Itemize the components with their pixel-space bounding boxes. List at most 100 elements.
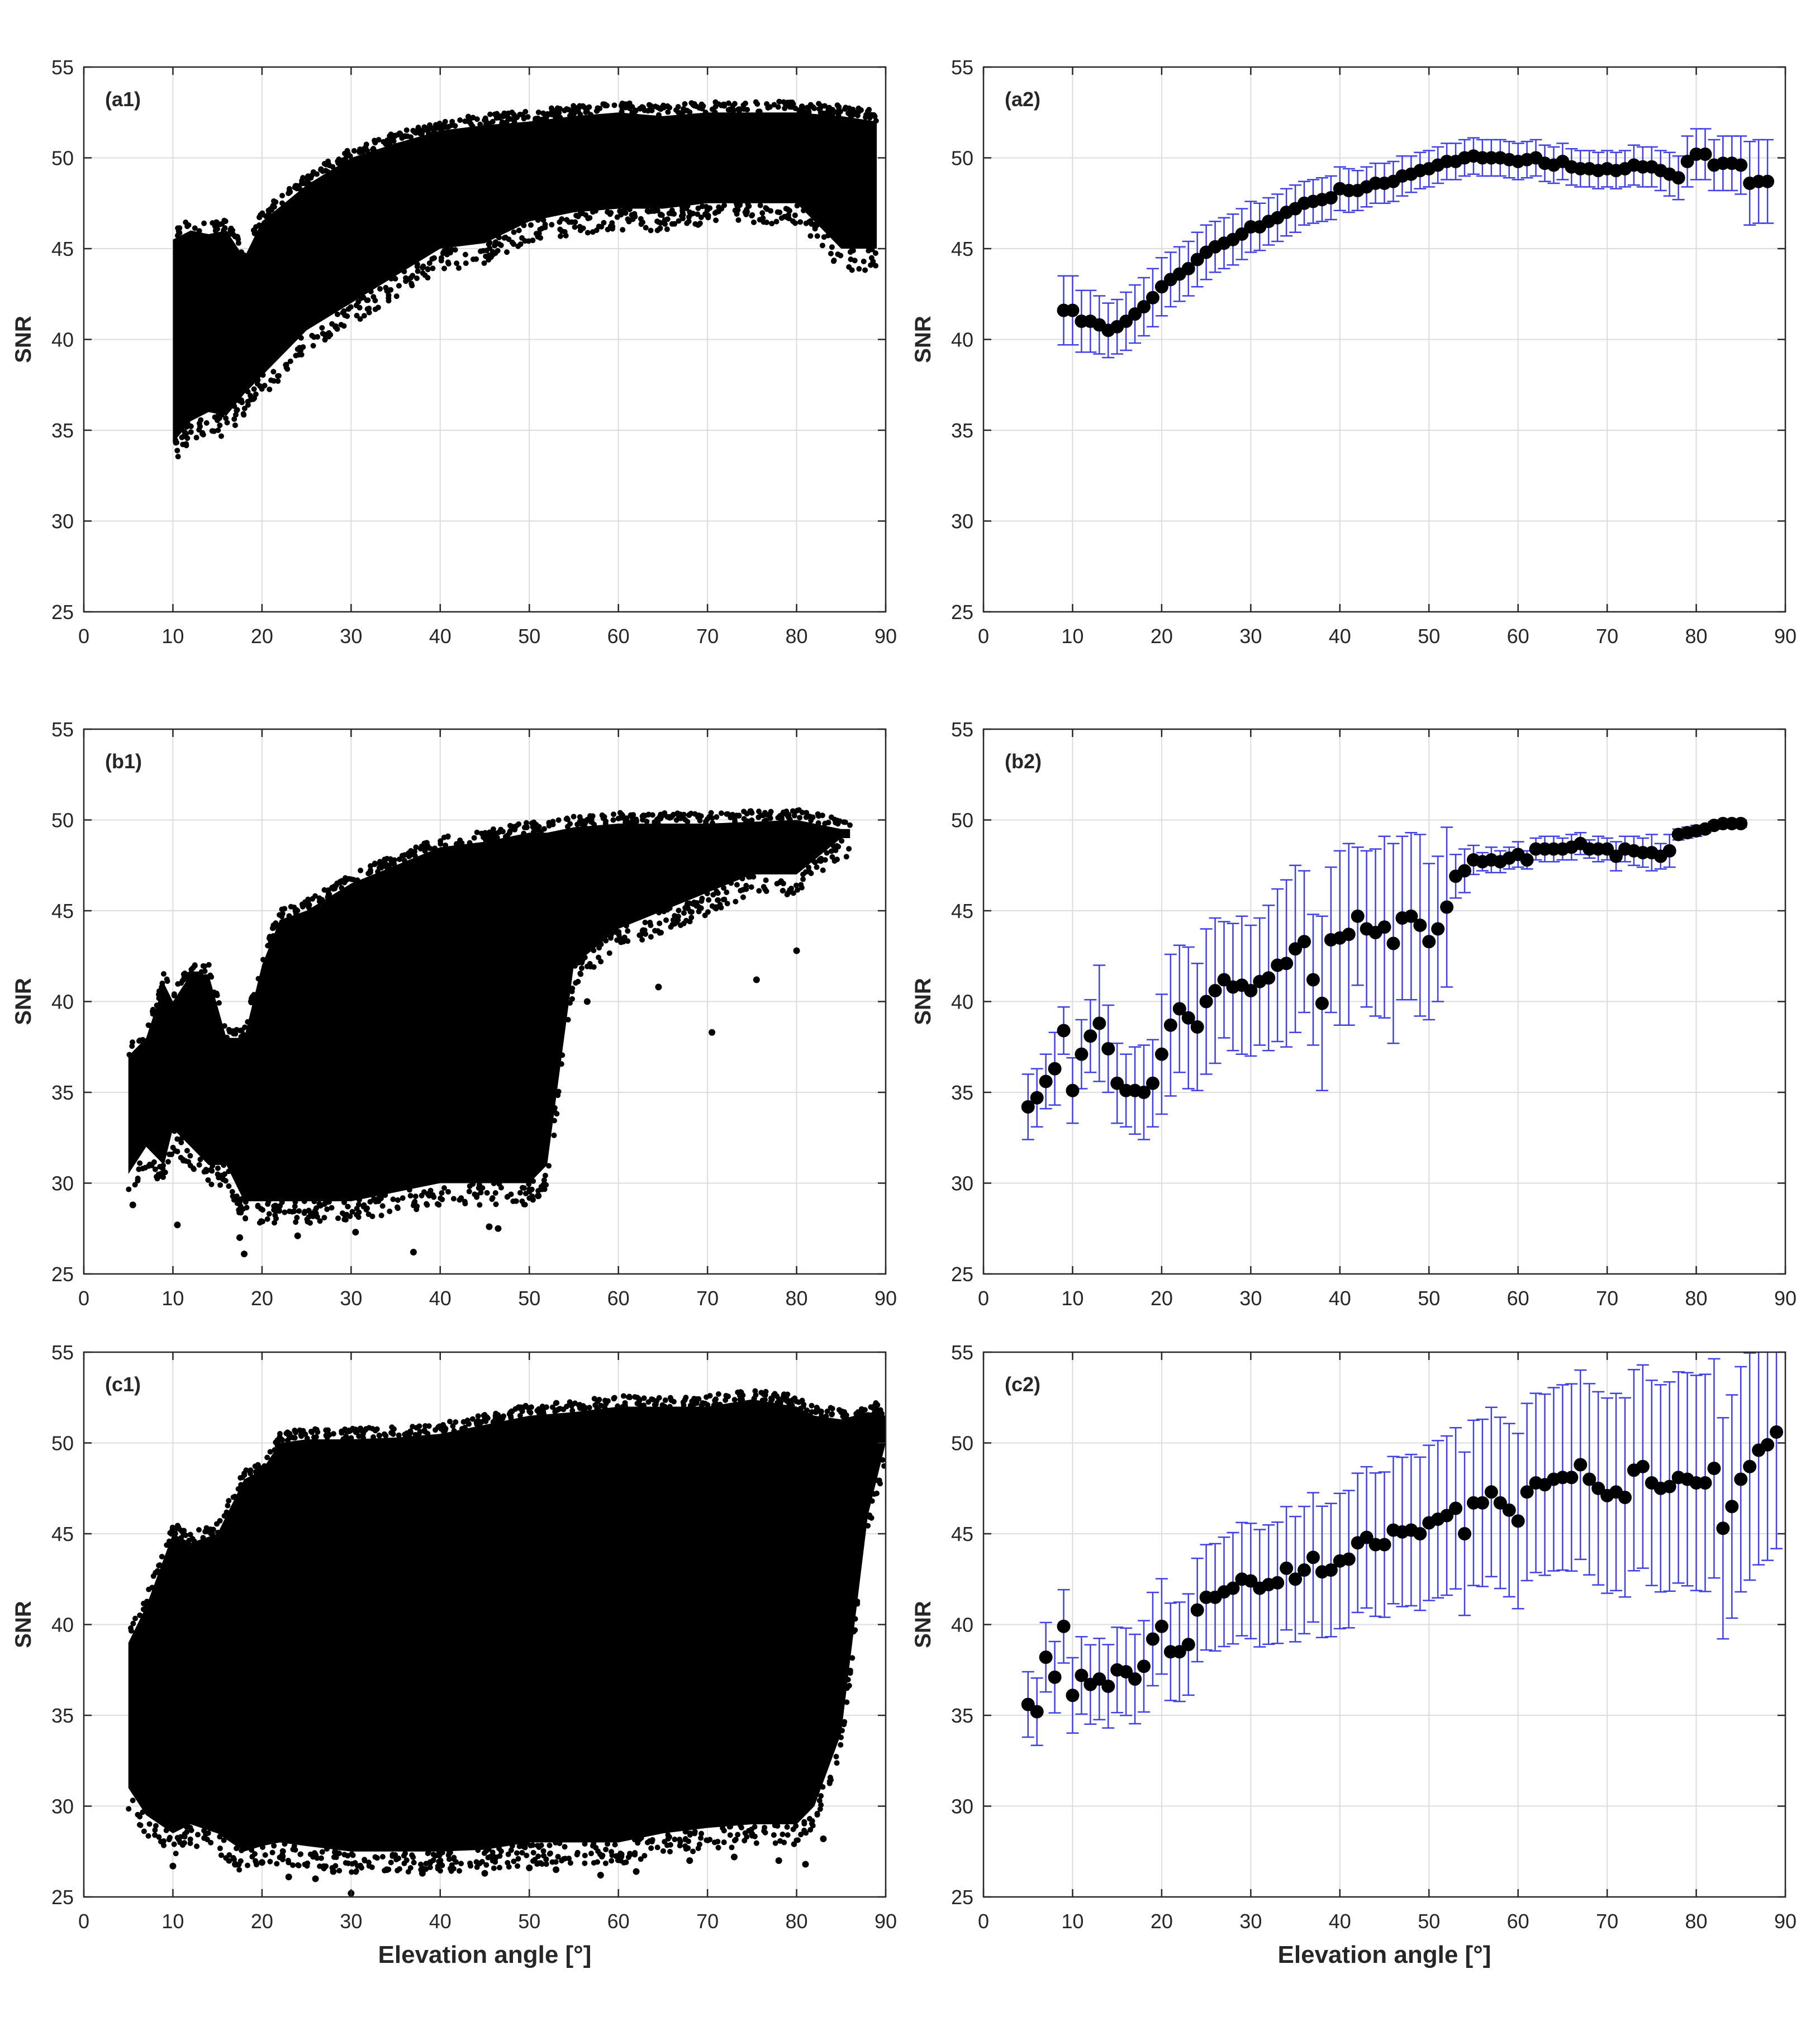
scatter-point <box>285 1857 291 1863</box>
scatter-point <box>585 230 591 236</box>
scatter-point <box>713 217 719 223</box>
mean-point <box>1128 1672 1142 1686</box>
scatter-point <box>682 905 688 911</box>
scatter-point <box>745 203 752 209</box>
x-tick-label: 90 <box>1774 625 1797 648</box>
scatter-point <box>564 217 570 223</box>
scatter-point <box>393 1857 400 1863</box>
mean-point <box>1066 1689 1080 1702</box>
scatter-point <box>253 1469 259 1475</box>
scatter-point <box>778 878 784 884</box>
scatter-point <box>863 114 869 120</box>
mean-point <box>1110 1076 1124 1090</box>
outlier-point <box>709 1029 716 1036</box>
scatter-point <box>662 1404 668 1410</box>
scatter-point <box>210 1526 216 1533</box>
scatter-point <box>536 1844 542 1851</box>
scatter-point <box>685 819 691 825</box>
scatter-point <box>383 861 389 867</box>
scatter-point <box>367 1199 373 1205</box>
scatter-point <box>203 1831 209 1837</box>
scatter-point <box>400 1195 406 1201</box>
scatter-point <box>505 115 511 121</box>
scatter-point <box>726 1824 733 1830</box>
scatter-point <box>618 212 624 218</box>
scatter-point <box>324 1433 330 1439</box>
scatter-point <box>609 1858 615 1864</box>
scatter-point <box>672 1837 678 1843</box>
scatter-point <box>439 1196 445 1202</box>
scatter-point <box>600 815 606 821</box>
scatter-point <box>695 211 701 217</box>
scatter-point <box>600 1852 606 1858</box>
scatter-point <box>814 1810 820 1816</box>
scatter-point <box>283 1430 289 1437</box>
scatter-point <box>330 886 336 892</box>
scatter-point <box>336 1868 343 1874</box>
scatter-point <box>714 209 720 215</box>
scatter-point <box>648 1396 654 1402</box>
scatter-point <box>218 1852 224 1858</box>
scatter-point <box>422 848 428 854</box>
scatter-point <box>741 816 747 822</box>
scatter-point <box>698 1835 704 1841</box>
scatter-point <box>374 1855 380 1861</box>
scatter-point <box>347 1213 353 1219</box>
scatter-point <box>535 217 541 223</box>
scatter-point <box>648 1845 654 1851</box>
scatter-point <box>334 880 340 886</box>
scatter-point <box>401 268 407 274</box>
scatter-point <box>824 1408 830 1414</box>
mean-point <box>1181 261 1195 275</box>
scatter-point <box>522 1202 528 1208</box>
scatter-point <box>401 858 407 864</box>
scatter-point <box>232 1494 238 1500</box>
scatter-point <box>842 819 848 825</box>
scatter-point <box>632 1394 638 1400</box>
scatter-point <box>363 141 369 148</box>
scatter-point <box>384 288 390 294</box>
scatter-point <box>291 1208 297 1214</box>
scatter-point <box>357 1862 363 1868</box>
x-tick-label: 50 <box>518 625 540 648</box>
scatter-point <box>622 210 629 216</box>
scatter-point <box>572 963 578 969</box>
scatter-point <box>410 273 416 279</box>
scatter-point <box>639 936 645 943</box>
x-axis-label: Elevation angle [°] <box>378 1941 592 1968</box>
mean-point <box>1030 1705 1044 1719</box>
scatter-point <box>675 109 681 115</box>
scatter-point <box>724 811 730 817</box>
scatter-point <box>522 1844 528 1851</box>
scatter-point <box>735 106 742 112</box>
scatter-point <box>824 850 830 856</box>
scatter-point <box>140 1809 146 1815</box>
scatter-point <box>819 242 825 249</box>
scatter-point <box>403 278 409 284</box>
mean-point <box>1137 1659 1151 1673</box>
x-tick-label: 0 <box>978 1287 989 1310</box>
mean-point <box>1591 1481 1605 1495</box>
scatter-point <box>772 1840 778 1846</box>
scatter-point <box>255 1462 261 1468</box>
scatter-point <box>762 886 768 892</box>
scatter-point <box>319 325 325 331</box>
panel-c2: 0 10 20 30 40 50 60 70 80 90 25 30 35 40 45 50 55 SNR Elev… <box>911 1341 1797 1968</box>
scatter-point <box>178 1139 184 1145</box>
scatter-point <box>496 1414 502 1420</box>
scatter-point <box>188 1827 194 1833</box>
outlier-point <box>583 998 591 1005</box>
scatter-point <box>447 1865 453 1871</box>
scatter-point <box>530 829 536 835</box>
mean-point <box>1342 928 1356 941</box>
scatter-point <box>516 227 522 234</box>
scatter-point <box>407 1865 414 1871</box>
x-tick-label: 80 <box>786 1910 808 1933</box>
mean-point <box>1119 315 1133 328</box>
scatter-point <box>222 1178 229 1184</box>
outlier-point <box>258 1859 265 1866</box>
x-tick-label: 50 <box>1418 1287 1440 1310</box>
scatter-point <box>325 169 331 175</box>
scatter-point <box>217 1834 223 1840</box>
scatter-point <box>608 935 614 941</box>
